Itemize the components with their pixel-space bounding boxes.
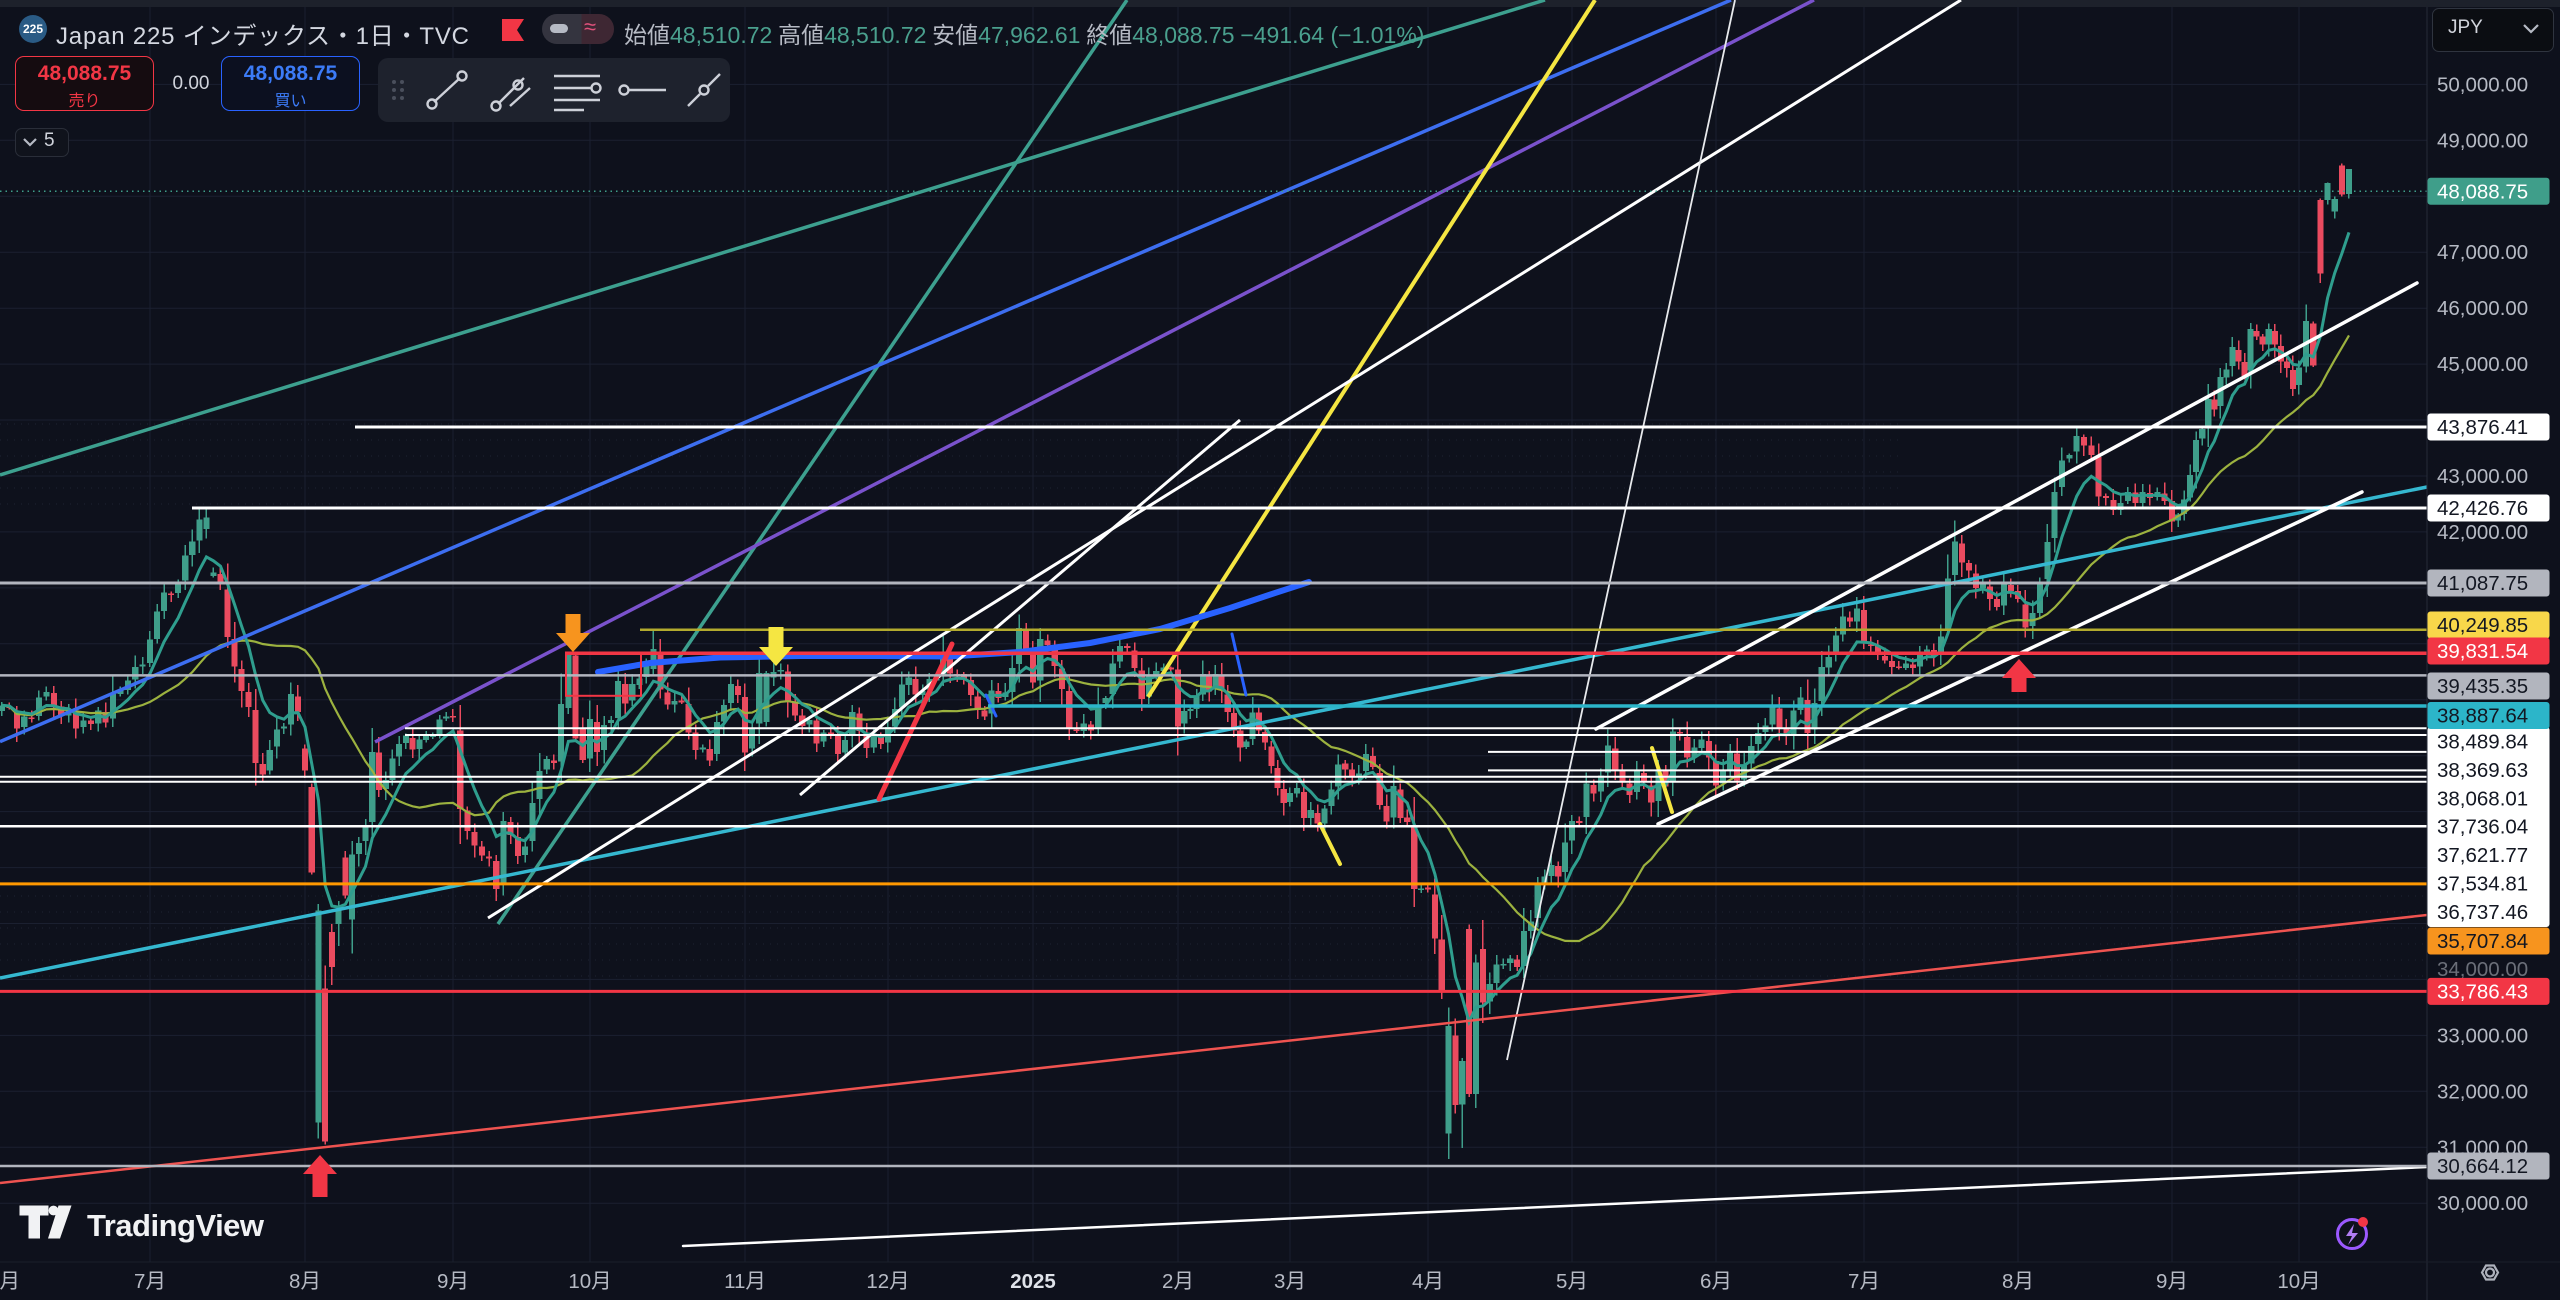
svg-text:38,068.01: 38,068.01 — [2437, 787, 2528, 810]
svg-text:10月: 10月 — [2277, 1270, 2320, 1293]
svg-text:6月: 6月 — [1700, 1270, 1732, 1293]
svg-text:4月: 4月 — [1412, 1270, 1444, 1293]
svg-text:11月: 11月 — [724, 1270, 766, 1293]
svg-text:40,249.85: 40,249.85 — [2437, 614, 2528, 637]
svg-text:30,664.12: 30,664.12 — [2437, 1155, 2528, 1178]
svg-text:38,489.84: 38,489.84 — [2437, 731, 2528, 754]
svg-text:50,000.00: 50,000.00 — [2437, 73, 2528, 96]
svg-text:39,831.54: 39,831.54 — [2437, 640, 2528, 663]
svg-text:8月: 8月 — [289, 1270, 321, 1293]
svg-text:48,088.75: 48,088.75 — [2437, 180, 2528, 203]
svg-text:TradingView: TradingView — [87, 1208, 265, 1243]
svg-text:38,369.63: 38,369.63 — [2437, 759, 2528, 782]
svg-text:37,534.81: 37,534.81 — [2437, 873, 2528, 896]
svg-text:37,621.77: 37,621.77 — [2437, 844, 2528, 867]
svg-text:7月: 7月 — [1848, 1270, 1880, 1293]
svg-text:42,000.00: 42,000.00 — [2437, 521, 2528, 544]
svg-text:34,000.00: 34,000.00 — [2437, 958, 2528, 981]
svg-text:12月: 12月 — [866, 1270, 909, 1293]
svg-text:41,087.75: 41,087.75 — [2437, 572, 2528, 595]
svg-text:46,000.00: 46,000.00 — [2437, 297, 2528, 320]
svg-text:32,000.00: 32,000.00 — [2437, 1080, 2528, 1103]
svg-text:47,000.00: 47,000.00 — [2437, 241, 2528, 264]
svg-text:35,707.84: 35,707.84 — [2437, 930, 2528, 953]
svg-text:6月: 6月 — [0, 1270, 20, 1293]
svg-text:45,000.00: 45,000.00 — [2437, 353, 2528, 376]
svg-text:9月: 9月 — [2156, 1270, 2188, 1293]
svg-text:2025: 2025 — [1010, 1270, 1056, 1293]
svg-text:39,435.35: 39,435.35 — [2437, 675, 2528, 698]
svg-text:8月: 8月 — [2002, 1270, 2034, 1293]
svg-text:42,426.76: 42,426.76 — [2437, 497, 2528, 520]
svg-text:2月: 2月 — [1162, 1270, 1194, 1293]
svg-text:43,000.00: 43,000.00 — [2437, 465, 2528, 488]
svg-text:5月: 5月 — [1556, 1270, 1588, 1293]
svg-text:33,000.00: 33,000.00 — [2437, 1024, 2528, 1047]
svg-text:33,786.43: 33,786.43 — [2437, 980, 2528, 1003]
svg-text:7月: 7月 — [134, 1270, 166, 1293]
svg-text:9月: 9月 — [437, 1270, 469, 1293]
svg-text:43,876.41: 43,876.41 — [2437, 416, 2528, 439]
svg-text:49,000.00: 49,000.00 — [2437, 129, 2528, 152]
svg-text:37,736.04: 37,736.04 — [2437, 816, 2528, 839]
svg-text:38,887.64: 38,887.64 — [2437, 705, 2528, 728]
svg-text:3月: 3月 — [1274, 1270, 1306, 1293]
svg-text:36,737.46: 36,737.46 — [2437, 901, 2528, 924]
svg-text:10月: 10月 — [568, 1270, 611, 1293]
svg-text:30,000.00: 30,000.00 — [2437, 1192, 2528, 1215]
